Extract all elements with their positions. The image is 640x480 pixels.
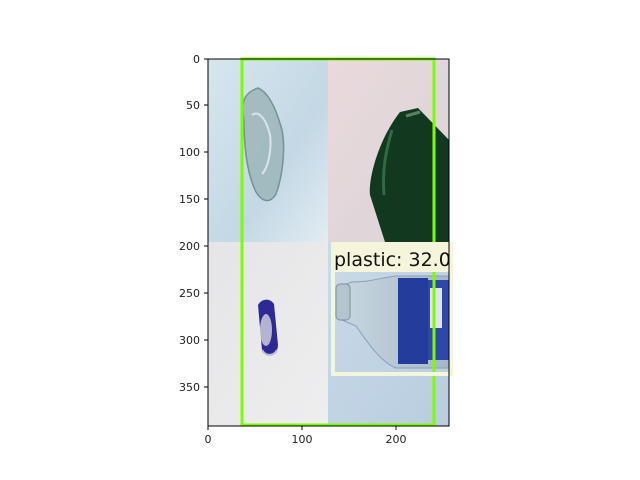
y-axis: 0 50 100 150 200 250 300 350 — [179, 53, 208, 394]
detection-label-plastic: plastic: 32.0 — [334, 249, 451, 271]
x-tick-label: 100 — [292, 433, 313, 446]
x-tick-label: 200 — [386, 433, 407, 446]
tile-bottom-left — [208, 242, 328, 426]
tile-top-right — [328, 59, 449, 242]
y-tick-label: 100 — [179, 146, 200, 159]
y-tick-label: 250 — [179, 287, 200, 300]
tile-bottom-right — [328, 242, 449, 426]
y-tick-label: 300 — [179, 334, 200, 347]
x-tick-label: 0 — [205, 433, 212, 446]
axes-frame — [207, 58, 450, 427]
image-mosaic — [208, 59, 449, 426]
x-axis: 0 100 200 — [205, 426, 407, 446]
y-tick-label: 200 — [179, 240, 200, 253]
y-tick-label: 150 — [179, 193, 200, 206]
y-tick-label: 350 — [179, 381, 200, 394]
y-tick-label: 0 — [193, 53, 200, 66]
tile-top-left — [208, 59, 328, 242]
y-tick-label: 50 — [186, 99, 200, 112]
detection-label-background — [331, 242, 449, 272]
